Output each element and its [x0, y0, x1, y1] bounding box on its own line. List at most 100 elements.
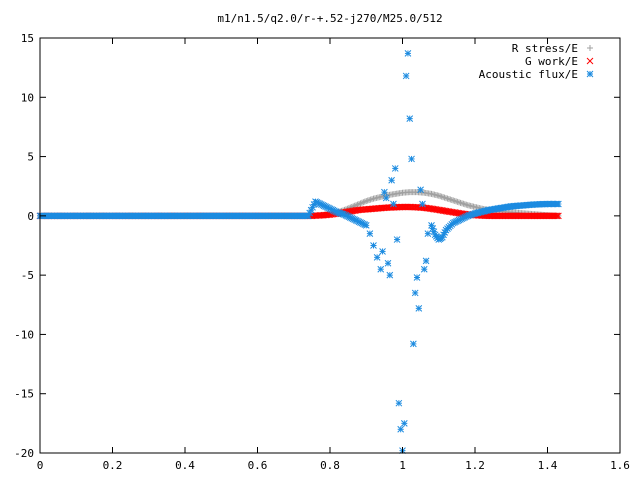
marker-stroke: [408, 155, 415, 163]
marker-stroke: [555, 212, 562, 220]
data-point: [397, 425, 405, 433]
marker-stroke: [370, 242, 377, 249]
marker-stroke: [586, 57, 594, 65]
data-point: [422, 257, 430, 265]
marker-stroke: [330, 207, 338, 215]
chart-title: m1/n1.5/q2.0/r-+.52-j270/M25.0/512: [217, 12, 442, 25]
data-point: [370, 242, 377, 249]
data-point: [360, 199, 367, 206]
y-tick-label: 5: [27, 151, 34, 164]
data-point: [404, 50, 412, 57]
marker-stroke: [373, 254, 381, 261]
y-tick-label: -20: [14, 447, 34, 460]
x-tick-label: 1: [399, 459, 406, 472]
marker-stroke: [402, 72, 410, 80]
marker-stroke: [315, 199, 322, 207]
data-point: [391, 165, 399, 172]
marker-stroke: [429, 225, 437, 232]
data-point: [357, 200, 364, 207]
marker-stroke: [390, 200, 397, 208]
marker-stroke: [386, 271, 394, 279]
marker-stroke: [326, 205, 334, 213]
marker-stroke: [391, 165, 399, 172]
legend-marker: [586, 70, 594, 78]
marker-stroke: [397, 425, 405, 433]
marker-stroke: [357, 219, 364, 226]
data-point: [386, 271, 394, 279]
marker-stroke: [355, 218, 363, 226]
marker-stroke: [552, 212, 559, 220]
data-point: [393, 236, 401, 243]
marker-stroke: [377, 265, 385, 273]
data-point: [555, 212, 562, 220]
marker-stroke: [320, 202, 328, 210]
legend-label: Acoustic flux/E: [479, 68, 578, 81]
data-point: [395, 399, 403, 407]
marker-stroke: [420, 265, 428, 273]
data-point: [411, 289, 419, 297]
x-tick-label: 0.8: [320, 459, 340, 472]
marker-stroke: [366, 230, 374, 237]
marker-stroke: [349, 215, 357, 223]
data-point: [379, 248, 386, 255]
data-point: [377, 265, 385, 273]
data-point: [400, 420, 408, 427]
marker-stroke: [358, 219, 366, 227]
marker-stroke: [341, 211, 348, 219]
data-point: [373, 254, 381, 261]
data-point: [553, 212, 561, 220]
marker-stroke: [345, 213, 353, 221]
marker-stroke: [351, 216, 359, 224]
data-point: [388, 176, 395, 184]
marker-stroke: [428, 221, 435, 229]
data-point: [419, 200, 426, 208]
data-point: [406, 115, 414, 122]
marker-stroke: [359, 220, 367, 228]
marker-stroke: [317, 201, 325, 208]
data-point: [417, 186, 424, 194]
marker-stroke: [379, 248, 386, 255]
marker-stroke: [382, 194, 390, 202]
data-point: [555, 200, 562, 208]
legend-label: R stress/E: [512, 42, 578, 55]
data-point: [410, 340, 417, 348]
marker-stroke: [332, 208, 340, 215]
data-point: [381, 188, 388, 196]
marker-stroke: [422, 257, 430, 265]
marker-stroke: [419, 200, 426, 208]
legend-label: G work/E: [525, 55, 578, 68]
y-tick-label: -15: [14, 388, 34, 401]
axes: 0 0.2 0.4 0.6 0.8 1 1.2 1.4 1.6 -20 -15 -10 -5 0 5 10 15: [14, 32, 630, 472]
plot-area: [36, 50, 562, 454]
data-point: [382, 194, 390, 202]
x-tick-label: 0.6: [248, 459, 268, 472]
marker-stroke: [322, 203, 330, 210]
data-point: [402, 72, 410, 80]
data-point: [354, 201, 361, 208]
marker-stroke: [404, 50, 412, 57]
y-tick-label: 0: [27, 210, 34, 223]
plot-frame: [39, 37, 621, 454]
marker-stroke: [361, 221, 369, 228]
marker-stroke: [417, 186, 424, 194]
marker-stroke: [328, 206, 335, 213]
marker-stroke: [400, 420, 408, 427]
data-point: [361, 198, 368, 205]
marker-stroke: [346, 214, 354, 221]
data-point: [356, 201, 362, 207]
marker-stroke: [553, 212, 561, 220]
marker-stroke: [381, 188, 388, 196]
data-point: [390, 200, 397, 208]
data-point: [552, 212, 559, 220]
legend-marker: [586, 57, 594, 65]
series-2: [36, 50, 562, 454]
marker-stroke: [430, 228, 438, 236]
marker-stroke: [395, 399, 403, 407]
marker-stroke: [348, 214, 356, 222]
x-tick-label: 1.2: [465, 459, 485, 472]
marker-stroke: [323, 211, 331, 219]
data-point: [362, 221, 370, 229]
marker-stroke: [342, 212, 350, 219]
